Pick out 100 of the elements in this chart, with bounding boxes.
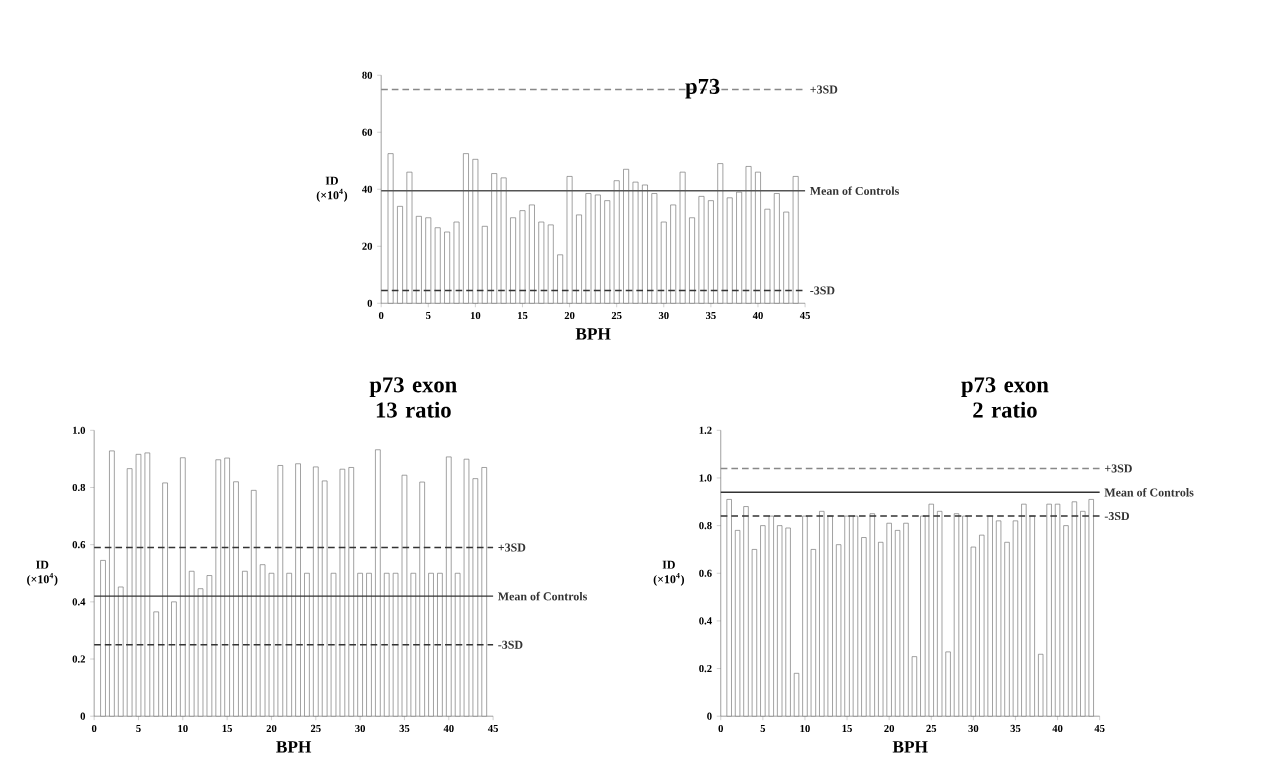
bar [437, 572, 443, 717]
bar [886, 522, 892, 717]
bar [547, 224, 554, 304]
x-tick-label: 30 [968, 724, 979, 732]
bar [835, 544, 842, 717]
x-tick-label: 35 [705, 311, 716, 319]
y-axis-title: ID (×10$^{4}$) [27, 560, 58, 586]
bar [259, 564, 266, 717]
bar [463, 458, 470, 717]
bar [793, 672, 800, 717]
bar [566, 175, 573, 304]
bar [387, 153, 394, 304]
bar [576, 214, 582, 304]
x-tick-label: 20 [884, 724, 895, 732]
bar [500, 177, 507, 304]
y-tick-label: 20 [362, 242, 373, 250]
bar [224, 457, 230, 717]
bar [375, 449, 381, 717]
bar [979, 534, 985, 717]
bar [852, 515, 859, 717]
y-tick-label: 0.8 [699, 521, 712, 530]
bar [383, 572, 390, 717]
x-tick-label: 15 [842, 724, 852, 732]
bar [1029, 515, 1035, 717]
bar [538, 221, 545, 304]
ref-line-label: -3SD [810, 286, 835, 295]
bar [660, 221, 667, 304]
bar [481, 225, 488, 304]
bar [215, 459, 222, 717]
x-tick-label: 35 [1010, 724, 1021, 732]
bar [233, 481, 239, 717]
bar [783, 211, 790, 304]
x-tick-label: 10 [800, 724, 810, 732]
y-tick-label: 0.4 [72, 598, 86, 606]
chart-title: p73 [685, 78, 720, 99]
bar [1038, 653, 1044, 717]
bar [827, 515, 833, 717]
y-axis-title: ID (×10$^{4}$) [316, 176, 348, 202]
bar [428, 572, 434, 717]
y-tick-label: 60 [362, 128, 373, 136]
bar [802, 515, 808, 717]
bar [557, 254, 564, 304]
bar [1021, 503, 1027, 717]
bar [366, 572, 372, 717]
bar [153, 611, 159, 717]
bar [1080, 510, 1086, 717]
x-tick-label: 5 [760, 724, 766, 732]
bar [463, 153, 469, 304]
y-axis-title: ID (×10$^{4}$) [653, 560, 685, 586]
ref-line-label: -3SD [498, 640, 523, 649]
bar [594, 194, 601, 304]
ref-line-label: +3SD [1104, 464, 1132, 473]
x-tick-label: 20 [266, 724, 277, 732]
x-tick-label: 40 [752, 311, 763, 319]
x-tick-label: 45 [1094, 724, 1105, 732]
bar [920, 515, 926, 717]
bar [869, 513, 875, 717]
bar [357, 572, 363, 717]
bar [743, 506, 749, 717]
bar [321, 480, 328, 717]
bar [444, 231, 451, 304]
y-tick-label: 80 [362, 71, 373, 79]
bar [623, 168, 630, 304]
ref-line-label: Mean of Controls [1104, 487, 1194, 497]
bar [197, 588, 204, 717]
bar [519, 210, 526, 304]
bar [1063, 525, 1069, 717]
x-tick-label: 5 [426, 311, 431, 319]
x-tick-label: 40 [443, 724, 454, 732]
x-axis-title: BPH [892, 741, 928, 753]
bar [126, 468, 133, 717]
x-tick-label: 15 [222, 724, 233, 732]
bar [1088, 498, 1094, 717]
bar [135, 453, 142, 717]
bar [491, 173, 498, 304]
bar [755, 171, 761, 304]
bar [792, 175, 799, 304]
bar [268, 572, 275, 717]
bar [585, 193, 592, 304]
bar [785, 527, 791, 717]
bar [651, 193, 658, 304]
ref-line-label: Mean of Controls [498, 591, 587, 601]
y-tick-label: 0.6 [699, 569, 712, 577]
bar [188, 570, 195, 717]
x-axis-title: BPH [575, 328, 611, 340]
bar [434, 227, 441, 304]
bar [100, 559, 106, 717]
bar [937, 510, 943, 717]
bar [277, 465, 284, 717]
bar [987, 515, 993, 717]
ref-line-label: +3SD [498, 543, 526, 552]
bar [1046, 503, 1052, 717]
ref-line-label: +3SD [810, 85, 838, 94]
bar [777, 525, 783, 717]
x-tick-label: 10 [178, 724, 188, 732]
bar [707, 200, 714, 304]
bar [760, 525, 766, 717]
bar [751, 548, 758, 717]
x-tick-label: 25 [611, 311, 622, 319]
chart-title: p73 exon 13 ratio [369, 377, 457, 418]
